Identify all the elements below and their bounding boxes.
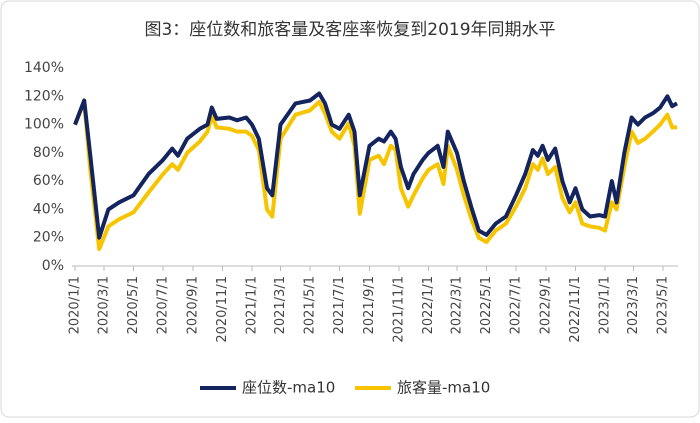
x-tick-label: 2020/11/1 [215,276,230,343]
x-tick-label: 2021/11/1 [391,276,406,343]
y-tick-label: 120% [24,88,64,104]
x-tick-label: 2022/11/1 [568,276,583,343]
x-tick-label: 2020/7/1 [156,276,171,334]
legend-label: 座位数-ma10 [242,379,335,397]
series-line [73,91,679,240]
x-tick-label: 2021/1/1 [244,276,259,334]
x-tick-label: 2023/3/1 [626,276,641,334]
y-tick-label: 20% [33,230,64,246]
x-tick-label: 2020/5/1 [126,276,141,334]
y-tick-label: 40% [33,201,64,217]
x-tick-label: 2020/9/1 [185,276,200,334]
y-tick-label: 0% [42,258,64,274]
x-tick-label: 2021/7/1 [332,276,347,334]
series-line [73,99,677,251]
x-tick-label: 2021/9/1 [362,276,377,334]
y-tick-label: 80% [33,145,64,161]
x-tick-label: 2023/5/1 [656,276,671,334]
x-tick-label: 2022/1/1 [421,276,436,334]
y-tick-label: 60% [33,173,64,189]
x-tick-label: 2020/3/1 [97,276,112,334]
x-tick-label: 2020/1/1 [68,276,83,334]
y-tick-label: 100% [24,117,64,133]
x-tick-label: 2023/1/1 [597,276,612,334]
y-tick-label: 140% [24,60,64,76]
legend-label: 旅客量-ma10 [397,379,490,397]
x-tick-label: 2021/5/1 [303,276,318,334]
x-tick-label: 2021/3/1 [273,276,288,334]
x-tick-label: 2022/5/1 [479,276,494,334]
x-tick-label: 2022/7/1 [509,276,524,334]
chart-title: 图3：座位数和旅客量及客座率恢复到2019年同期水平 [144,20,555,40]
x-tick-label: 2022/3/1 [450,276,465,334]
x-tick-label: 2022/9/1 [538,276,553,334]
